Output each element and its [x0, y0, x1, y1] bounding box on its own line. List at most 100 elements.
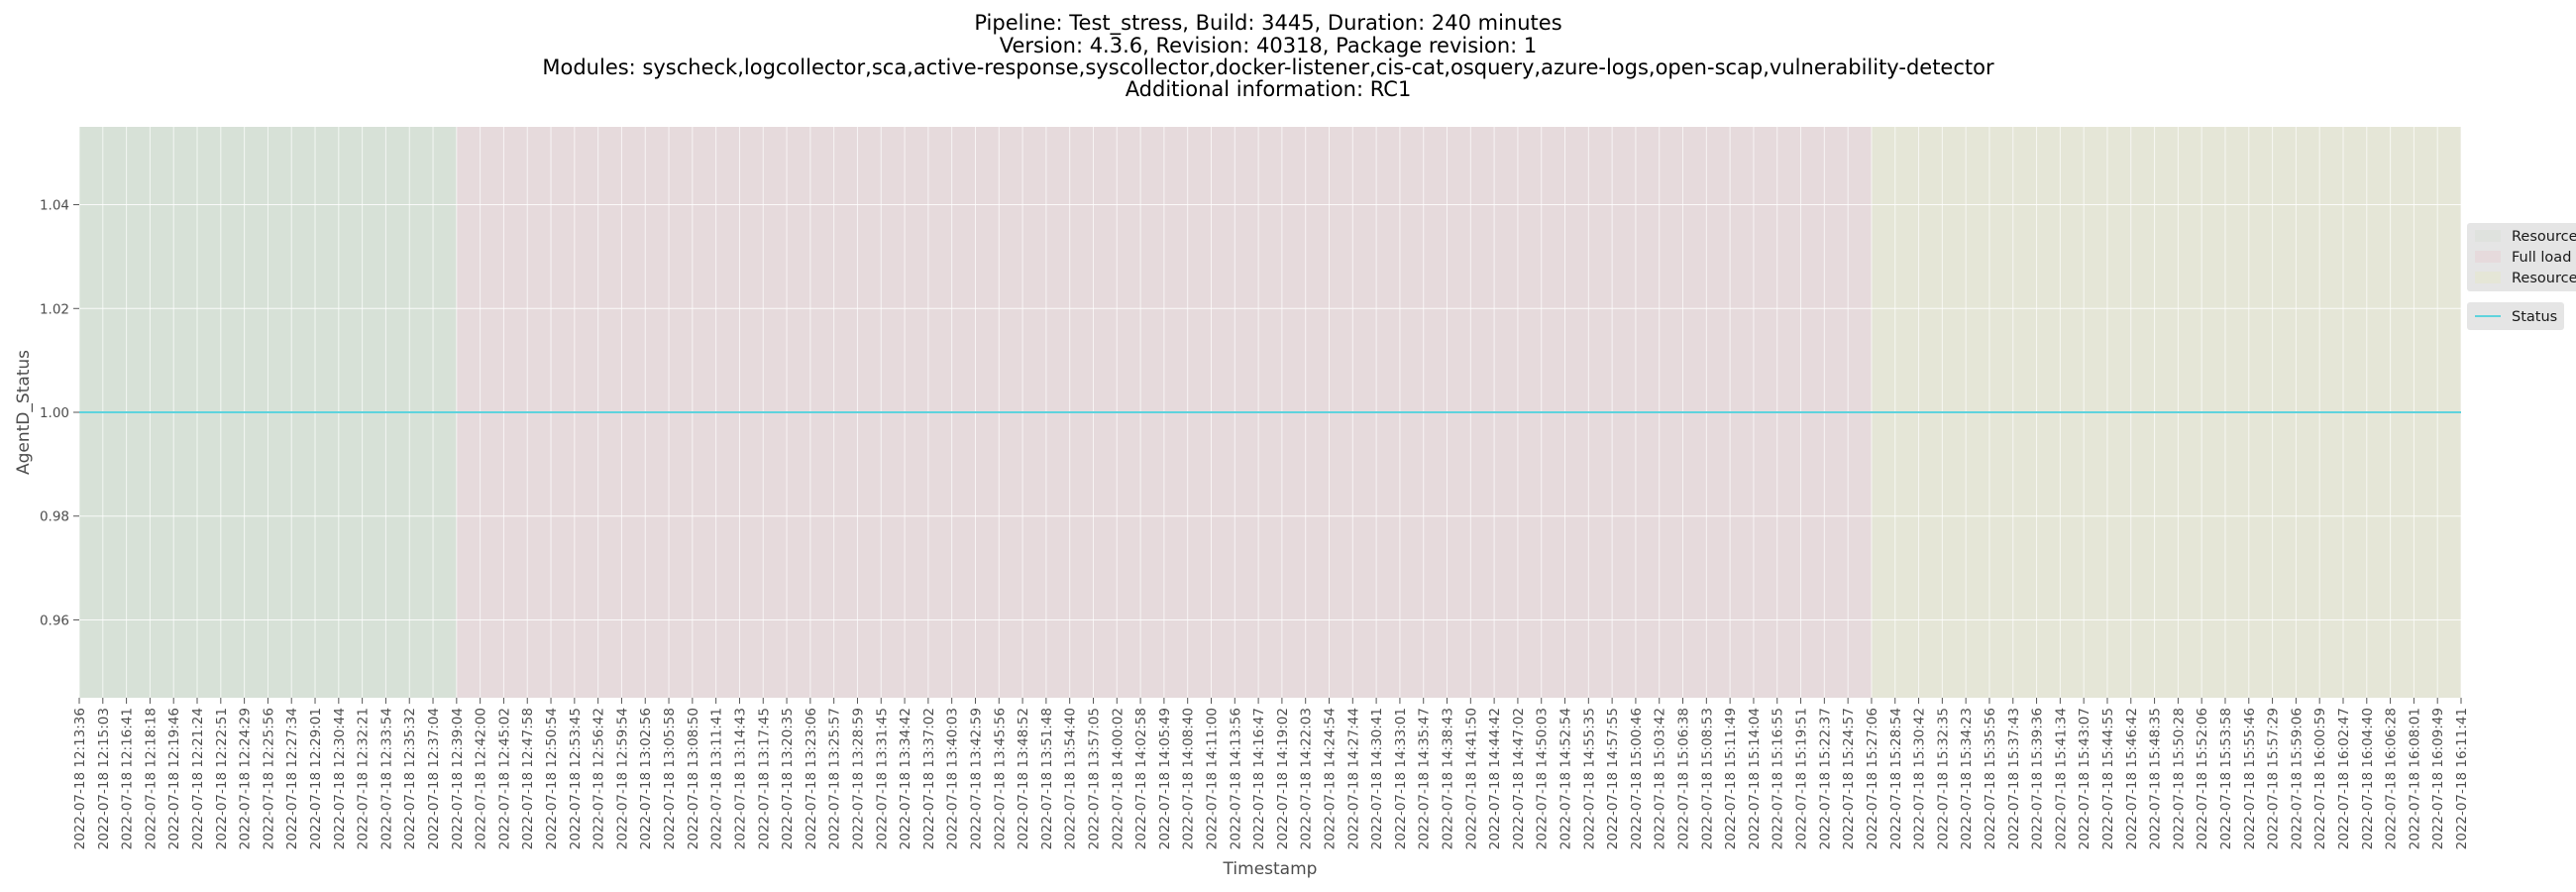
legend-label-status: Status: [2512, 309, 2557, 325]
x-tick-label: 2022-07-18 13:08:50: [686, 708, 701, 849]
x-tick-label: 2022-07-18 13:54:40: [1063, 708, 1079, 849]
x-tick-label: 2022-07-18 12:45:02: [496, 708, 512, 849]
legend-label-full-load: Full load: [2512, 250, 2571, 266]
x-tick-label: 2022-07-18 14:24:54: [1323, 708, 1339, 849]
x-tick-label: 2022-07-18 12:21:24: [190, 708, 206, 849]
x-tick-label: 2022-07-18 13:45:56: [992, 708, 1008, 849]
x-tick-label: 2022-07-18 13:57:05: [1086, 708, 1102, 849]
series-legend-box: [2467, 302, 2564, 330]
x-tick-label: 2022-07-18 15:30:42: [1912, 708, 1928, 849]
x-tick-label: 2022-07-18 15:34:23: [1959, 708, 1975, 849]
x-tick-label: 2022-07-18 15:41:34: [2053, 708, 2069, 849]
x-tick-label: 2022-07-18 15:00:46: [1629, 708, 1645, 849]
x-tick-label: 2022-07-18 14:33:01: [1393, 708, 1409, 849]
x-tick-label: 2022-07-18 13:48:52: [1016, 708, 1031, 849]
x-tick-label: 2022-07-18 14:27:44: [1345, 708, 1361, 849]
x-tick-label: 2022-07-18 12:56:42: [591, 708, 607, 849]
x-tick-label: 2022-07-18 14:22:03: [1299, 708, 1315, 849]
x-tick-label: 2022-07-18 13:51:48: [1039, 708, 1055, 849]
x-tick-label: 2022-07-18 14:11:00: [1204, 708, 1220, 849]
x-tick-label: 2022-07-18 15:14:04: [1747, 708, 1763, 849]
x-tick-label: 2022-07-18 12:50:54: [544, 708, 560, 849]
x-tick-label: 2022-07-18 12:27:34: [284, 708, 300, 849]
x-tick-label: 2022-07-18 15:53:58: [2218, 708, 2234, 849]
x-tick-label: 2022-07-18 14:19:02: [1275, 708, 1291, 849]
x-tick-label: 2022-07-18 14:05:49: [1157, 708, 1173, 849]
x-tick-label: 2022-07-18 12:53:45: [568, 708, 584, 849]
x-tick-label: 2022-07-18 12:37:04: [426, 708, 442, 849]
title-line-4: Additional information: RC1: [1126, 77, 1412, 101]
x-tick-label: 2022-07-18 13:40:03: [945, 708, 961, 849]
x-tick-label: 2022-07-18 13:14:43: [732, 708, 748, 849]
x-tick-label: 2022-07-18 12:18:18: [143, 708, 159, 849]
x-tick-label: 2022-07-18 15:27:06: [1865, 708, 1880, 849]
x-tick-label: 2022-07-18 12:47:58: [520, 708, 536, 849]
x-tick-label: 2022-07-18 15:44:55: [2100, 708, 2116, 849]
legend-swatch-resource-2: [2475, 272, 2501, 283]
x-tick-label: 2022-07-18 14:13:56: [1228, 708, 1243, 849]
x-tick-label: 2022-07-18 15:19:51: [1794, 708, 1810, 849]
x-tick-label: 2022-07-18 12:42:00: [474, 708, 489, 849]
x-tick-label: 2022-07-18 15:22:37: [1817, 708, 1833, 849]
x-tick-label: 2022-07-18 14:30:41: [1369, 708, 1385, 849]
x-tick-label: 2022-07-18 15:32:35: [1935, 708, 1951, 849]
x-tick-label: 2022-07-18 14:35:47: [1417, 708, 1433, 849]
x-tick-label: 2022-07-18 15:46:42: [2124, 708, 2140, 849]
x-tick-label: 2022-07-18 14:08:40: [1181, 708, 1197, 849]
x-tick-label: 2022-07-18 16:09:49: [2430, 708, 2446, 849]
x-tick-label: 2022-07-18 12:25:56: [261, 708, 276, 849]
y-tick-label: 1.02: [40, 301, 69, 317]
x-tick-label: 2022-07-18 15:55:46: [2242, 708, 2258, 849]
x-tick-label: 2022-07-18 14:00:02: [1110, 708, 1126, 849]
chart-title: Pipeline: Test_stress, Build: 3445, Dura…: [542, 11, 1994, 101]
y-axis-label: AgentD_Status: [14, 350, 34, 475]
x-tick-label: 2022-07-18 13:23:06: [804, 708, 819, 849]
x-axis-label: Timestamp: [1223, 859, 1318, 879]
y-axis-ticks: 0.96 0.98 1.00 1.02 1.04: [40, 198, 79, 628]
x-tick-label: 2022-07-18 16:08:01: [2407, 708, 2422, 849]
x-tick-label: 2022-07-18 13:34:42: [898, 708, 913, 849]
x-tick-label: 2022-07-18 15:39:36: [2030, 708, 2046, 849]
x-tick-label: 2022-07-18 16:00:59: [2312, 708, 2328, 849]
x-tick-label: 2022-07-18 12:13:36: [72, 708, 88, 849]
x-tick-label: 2022-07-18 15:06:38: [1676, 708, 1692, 849]
x-tick-label: 2022-07-18 14:41:50: [1463, 708, 1479, 849]
y-tick-label: 0.96: [40, 613, 69, 628]
x-tick-label: 2022-07-18 15:03:42: [1653, 708, 1668, 849]
x-tick-label: 2022-07-18 13:20:35: [780, 708, 796, 849]
x-tick-label: 2022-07-18 15:35:56: [1983, 708, 1998, 849]
x-tick-label: 2022-07-18 15:24:57: [1841, 708, 1857, 849]
x-tick-label: 2022-07-18 15:59:06: [2289, 708, 2305, 849]
legend-swatch-resource-1: [2475, 230, 2501, 242]
title-line-2: Version: 4.3.6, Revision: 40318, Package…: [1000, 34, 1538, 57]
title-line-1: Pipeline: Test_stress, Build: 3445, Dura…: [974, 11, 1561, 36]
legend-label-resource-1: Resource: [2512, 229, 2576, 245]
x-axis-ticks: 2022-07-18 12:13:36 2022-07-18 12:15:03 20…: [72, 698, 2470, 849]
legend: Resource Full load Resource Status: [2467, 223, 2576, 330]
x-tick-label: 2022-07-18 12:30:44: [332, 708, 348, 849]
x-tick-label: 2022-07-18 13:17:45: [756, 708, 772, 849]
x-tick-label: 2022-07-18 13:02:56: [638, 708, 654, 849]
x-tick-label: 2022-07-18 16:04:40: [2360, 708, 2376, 849]
x-tick-label: 2022-07-18 12:29:01: [308, 708, 324, 849]
x-tick-label: 2022-07-18 14:50:03: [1535, 708, 1551, 849]
x-tick-label: 2022-07-18 12:15:03: [96, 708, 112, 849]
x-tick-label: 2022-07-18 16:02:47: [2336, 708, 2352, 849]
x-tick-label: 2022-07-18 14:44:42: [1487, 708, 1503, 849]
x-tick-label: 2022-07-18 12:19:46: [166, 708, 182, 849]
y-tick-label: 1.00: [40, 405, 69, 421]
x-tick-label: 2022-07-18 15:48:35: [2148, 708, 2164, 849]
x-tick-label: 2022-07-18 14:02:58: [1133, 708, 1149, 849]
x-tick-label: 2022-07-18 12:16:41: [120, 708, 136, 849]
x-tick-label: 2022-07-18 12:24:29: [238, 708, 254, 849]
x-tick-label: 2022-07-18 15:57:29: [2266, 708, 2282, 849]
legend-label-resource-2: Resource: [2512, 271, 2576, 286]
x-tick-label: 2022-07-18 15:52:06: [2195, 708, 2210, 849]
x-tick-label: 2022-07-18 14:16:47: [1251, 708, 1267, 849]
x-tick-label: 2022-07-18 13:28:59: [850, 708, 866, 849]
legend-swatch-full-load: [2475, 251, 2501, 263]
x-tick-label: 2022-07-18 15:37:43: [2006, 708, 2022, 849]
x-tick-label: 2022-07-18 15:50:28: [2171, 708, 2187, 849]
x-tick-label: 2022-07-18 12:22:51: [214, 708, 230, 849]
